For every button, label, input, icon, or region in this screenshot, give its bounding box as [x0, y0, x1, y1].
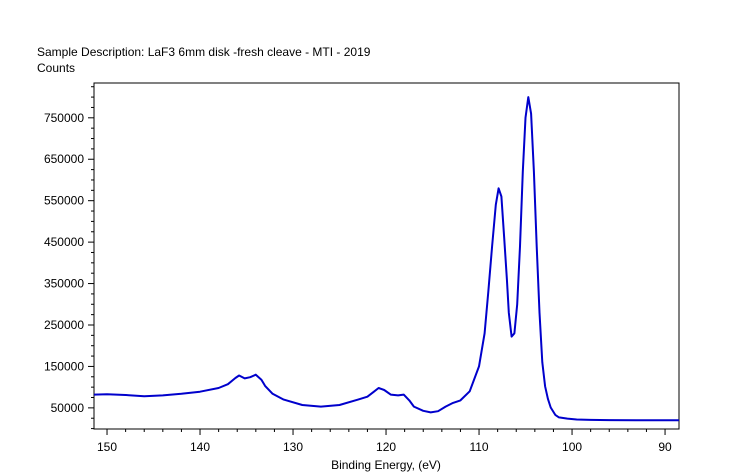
plot-area [93, 82, 680, 430]
y-axis: 50000 150000 250000 350000 450000 550000 65000… [44, 86, 94, 430]
x-axis: 150 140 130 120 110 100 90 [97, 429, 672, 454]
x-tick-label: 150 [97, 440, 117, 454]
x-tick-label: 130 [283, 440, 303, 454]
x-tick-label: 120 [376, 440, 396, 454]
x-axis-label: Binding Energy, (eV) [331, 458, 441, 472]
spectrum-line [93, 96, 679, 422]
x-tick-label: 100 [562, 440, 582, 454]
y-tick-label: 550000 [44, 194, 84, 208]
y-axis-title: Counts [37, 61, 75, 75]
y-tick-label: 50000 [51, 401, 85, 415]
y-tick-label: 150000 [44, 359, 84, 373]
y-tick-label: 650000 [44, 152, 84, 166]
y-tick-label: 350000 [44, 277, 84, 291]
x-tick-label: 90 [658, 440, 672, 454]
sample-description: Sample Description: LaF3 6mm disk -fresh… [37, 45, 371, 59]
y-tick-label: 450000 [44, 235, 84, 249]
y-tick-label: 250000 [44, 318, 84, 332]
y-tick-label: 750000 [44, 111, 84, 125]
x-tick-label: 110 [469, 440, 488, 454]
x-tick-label: 140 [190, 440, 210, 454]
